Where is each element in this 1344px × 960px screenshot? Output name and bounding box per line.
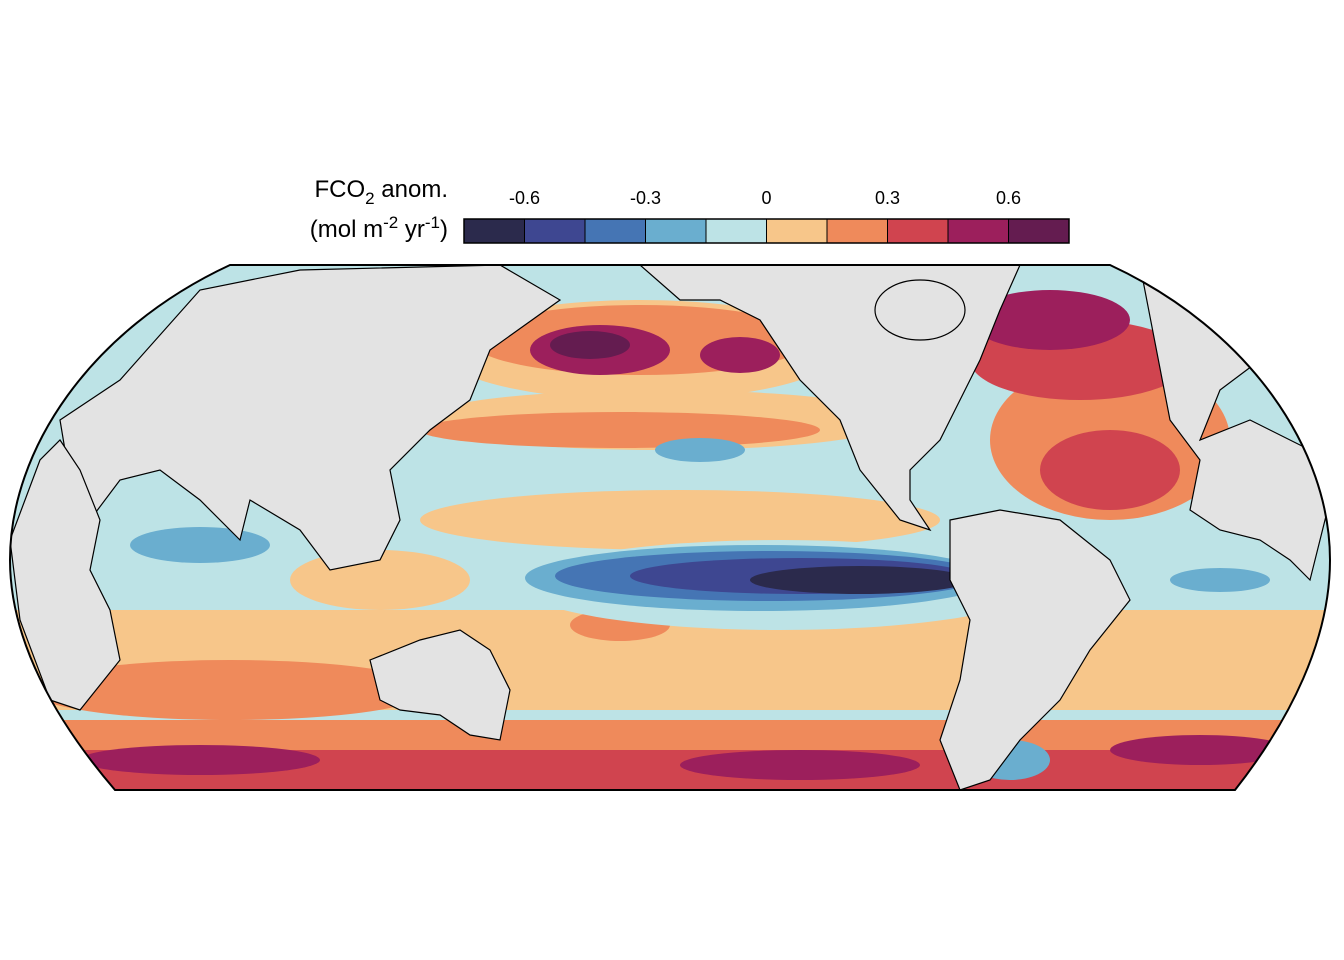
colorbar-label: FCO2 anom. (mol m-2 yr-1): [310, 176, 448, 243]
label-segment: FCO: [314, 176, 365, 203]
colorbar-tick-label: 0.3: [875, 188, 900, 208]
label-segment: (mol m: [310, 216, 383, 243]
colorbar-box: [645, 218, 707, 244]
map-outline: [8, 264, 1332, 791]
colorbar-tick-label: 0: [761, 188, 771, 208]
land-europe-africa: [1139, 265, 1330, 582]
label-segment: -1: [425, 213, 440, 232]
colorbar-tick-label: -0.6: [509, 188, 540, 208]
colorbar-label-line: FCO2 anom.: [314, 176, 448, 208]
colorbar-box: [1008, 218, 1070, 244]
colorbar-box: [584, 218, 646, 244]
land-greenland: [874, 279, 966, 341]
colorbar-box: [463, 218, 525, 244]
colorbar-box: [766, 218, 828, 244]
colorbar-label-line: (mol m-2 yr-1): [310, 213, 448, 243]
colorbar-box: [705, 218, 767, 244]
colorbar: -0.6 -0.3 0 0.3 0.6: [463, 188, 1070, 244]
colorbar-tick-label: -0.3: [630, 188, 661, 208]
land-africa: [10, 439, 121, 711]
label-segment: yr: [398, 216, 425, 243]
label-segment: 2: [365, 189, 374, 208]
land-south-america: [939, 509, 1131, 790]
label-segment: -2: [383, 213, 398, 232]
label-segment: ): [440, 216, 448, 243]
land-australia: [369, 629, 511, 741]
colorbar-box: [947, 218, 1009, 244]
colorbar-box: [887, 218, 949, 244]
colorbar-tick-label: 0.6: [996, 188, 1021, 208]
ocean-field: [10, 265, 1330, 790]
map: [10, 265, 1330, 790]
colorbar-box: [524, 218, 586, 244]
land-asia: [59, 265, 562, 571]
colorbar-box: [826, 218, 888, 244]
label-segment: anom.: [375, 176, 448, 203]
